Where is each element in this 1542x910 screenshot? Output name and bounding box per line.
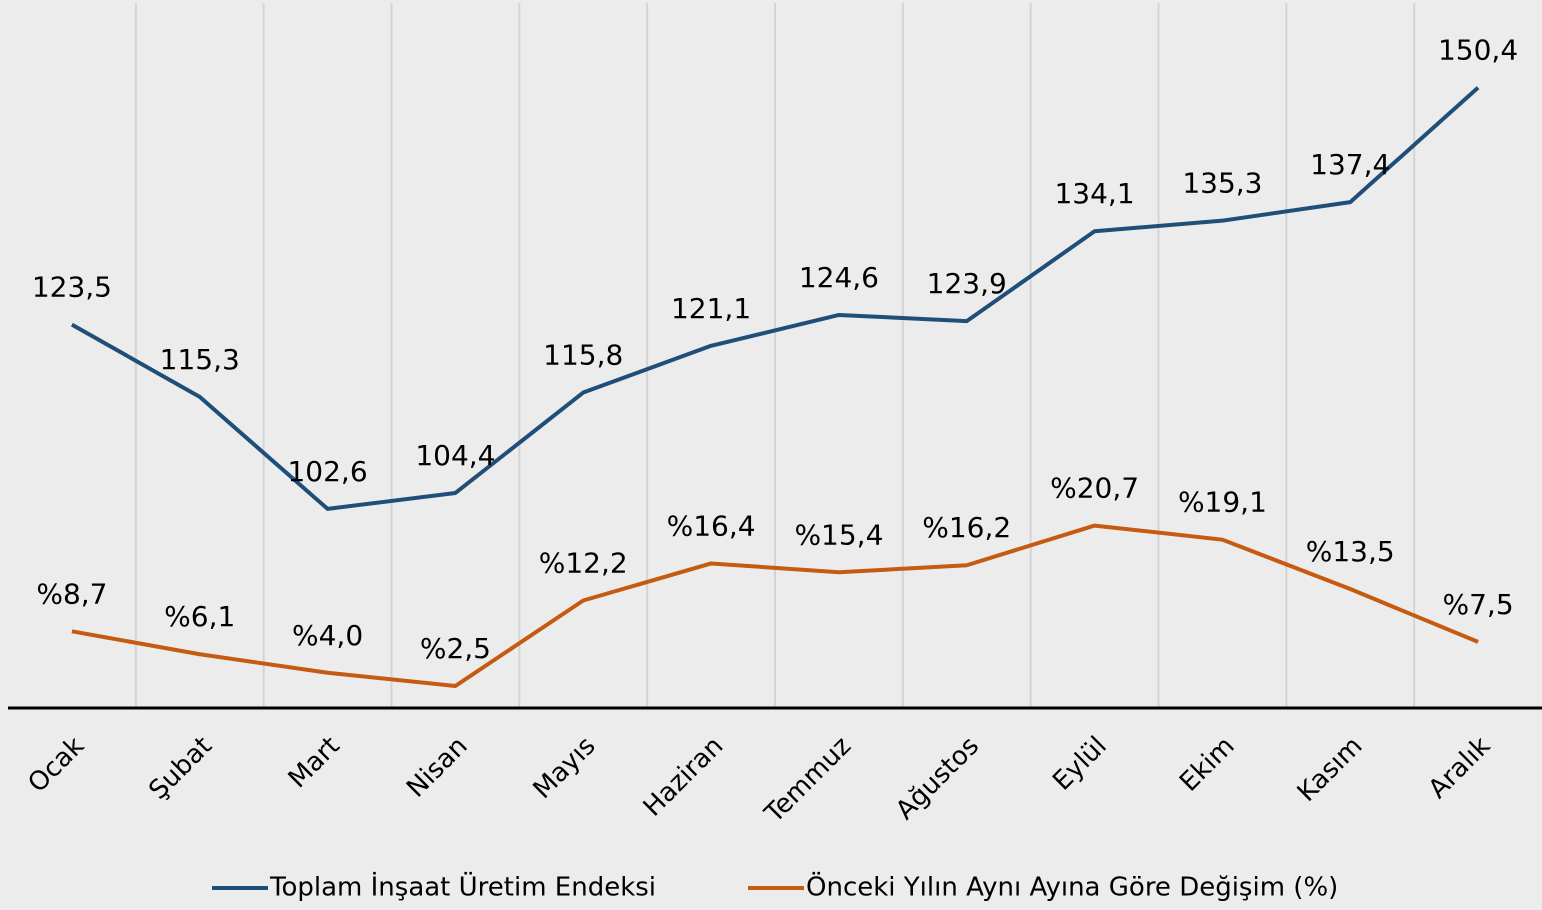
data-label: %15,4 bbox=[794, 518, 883, 551]
x-tick-label: Şubat bbox=[143, 731, 218, 806]
data-label: %20,7 bbox=[1050, 472, 1139, 505]
x-tick-label: Temmuz bbox=[759, 731, 857, 829]
x-tick-label: Kasım bbox=[1292, 731, 1369, 808]
x-tick-label: Nisan bbox=[401, 731, 474, 804]
legend-label: Önceki Yılın Aynı Ayına Göre Değişim (%) bbox=[806, 871, 1338, 903]
series-line bbox=[70, 86, 1480, 511]
data-label: %2,5 bbox=[420, 632, 491, 665]
data-label: 104,4 bbox=[415, 439, 495, 472]
data-label: %16,2 bbox=[922, 511, 1011, 544]
x-tick-label: Ekim bbox=[1174, 731, 1241, 798]
x-tick-label: Ocak bbox=[22, 731, 90, 799]
data-label: 134,1 bbox=[1054, 177, 1134, 210]
x-tick-label: Haziran bbox=[638, 731, 730, 823]
data-label: %16,4 bbox=[667, 509, 756, 542]
x-tick-label: Eylül bbox=[1047, 731, 1113, 797]
x-tick-label: Aralık bbox=[1423, 731, 1496, 804]
data-label: 123,9 bbox=[927, 267, 1007, 300]
data-label: %8,7 bbox=[36, 577, 107, 610]
data-label: 115,3 bbox=[160, 343, 240, 376]
data-label: %19,1 bbox=[1178, 486, 1267, 519]
series-line bbox=[71, 523, 1479, 688]
data-label: 123,5 bbox=[32, 271, 112, 304]
data-label: %7,5 bbox=[1443, 588, 1514, 621]
x-tick-label: Ağustos bbox=[890, 731, 985, 826]
x-tick-label: Mayıs bbox=[528, 731, 602, 805]
data-label: 124,6 bbox=[799, 261, 879, 294]
data-label: 137,4 bbox=[1310, 148, 1390, 181]
legend-label: Toplam İnşaat Üretim Endeksi bbox=[269, 871, 656, 903]
data-label: 115,8 bbox=[543, 339, 623, 372]
data-label: 150,4 bbox=[1438, 34, 1518, 67]
data-label: %12,2 bbox=[539, 546, 628, 579]
data-label: %4,0 bbox=[292, 619, 363, 652]
data-label: %6,1 bbox=[164, 600, 235, 633]
data-label: 102,6 bbox=[287, 455, 367, 488]
data-label: 121,1 bbox=[671, 292, 751, 325]
data-label: %13,5 bbox=[1306, 535, 1395, 568]
data-label: 135,3 bbox=[1182, 167, 1262, 200]
x-tick-label: Mart bbox=[283, 731, 346, 794]
